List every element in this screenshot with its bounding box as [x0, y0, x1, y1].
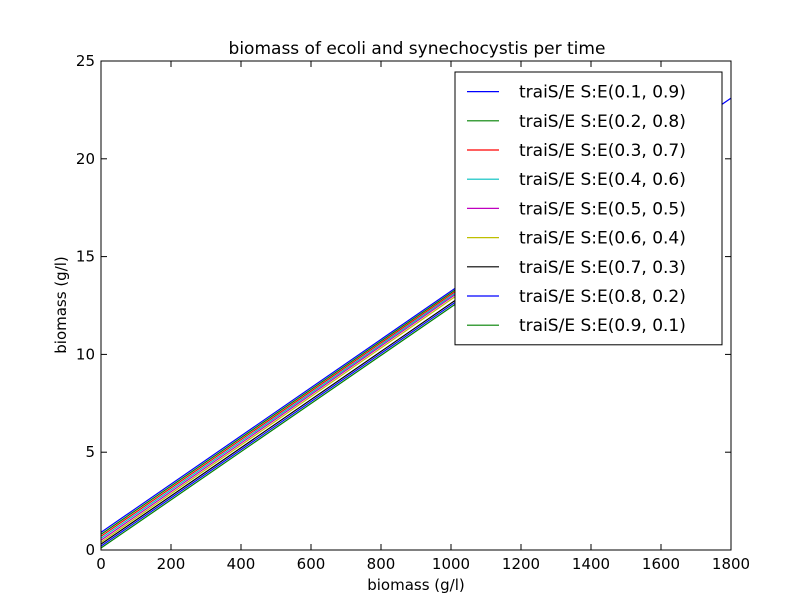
legend-box [454, 71, 723, 346]
y-tick-label: 0 [85, 541, 95, 559]
x-tick-label: 1800 [712, 555, 750, 573]
chart-title: biomass of ecoli and synechocystis per t… [229, 39, 606, 59]
series-line-9 [101, 287, 480, 549]
plot-area [100, 60, 732, 551]
x-axis-label: biomass (g/l) [367, 576, 465, 594]
legend-label: traiS/E S:E(0.1, 0.9) [519, 83, 686, 103]
y-tick-label: 25 [76, 52, 95, 70]
legend: traiS/E S:E(0.1, 0.9) traiS/E S:E(0.2, 0.… [454, 71, 723, 346]
x-tick-label: 1600 [642, 555, 680, 573]
legend-label: traiS/E S:E(0.8, 0.2) [519, 287, 686, 307]
legend-label: traiS/E S:E(0.7, 0.3) [519, 258, 686, 278]
y-axis-label: biomass (g/l) [52, 256, 70, 354]
y-tick-label: 20 [76, 150, 95, 168]
legend-label: traiS/E S:E(0.9, 0.1) [519, 316, 686, 336]
x-tick-label: 1400 [572, 555, 610, 573]
legend-label: traiS/E S:E(0.5, 0.5) [519, 199, 686, 219]
x-tick-label: 0 [96, 555, 106, 573]
y-tick-label: 5 [85, 443, 95, 461]
x-tick-label: 800 [367, 555, 396, 573]
y-tick-label: 10 [76, 345, 95, 363]
x-tick-label: 600 [297, 555, 326, 573]
axis-ticks: 0 200 400 600 800 1000 1200 1400 1600 1800 0 5 10 15 2… [76, 52, 750, 573]
legend-label: traiS/E S:E(0.6, 0.4) [519, 229, 686, 249]
series-line-7 [101, 283, 480, 545]
x-tick-label: 1000 [432, 555, 470, 573]
series-line-8 [101, 285, 480, 547]
legend-label: traiS/E S:E(0.3, 0.7) [519, 141, 686, 161]
legend-label: traiS/E S:E(0.4, 0.6) [519, 170, 686, 190]
series-line-5 [101, 277, 480, 541]
x-tick-label: 400 [227, 555, 256, 573]
x-tick-label: 200 [157, 555, 186, 573]
x-tick-label: 1200 [502, 555, 540, 573]
series-line-6 [101, 279, 480, 543]
y-tick-label: 15 [76, 248, 95, 266]
legend-label: traiS/E S:E(0.2, 0.8) [519, 112, 686, 132]
